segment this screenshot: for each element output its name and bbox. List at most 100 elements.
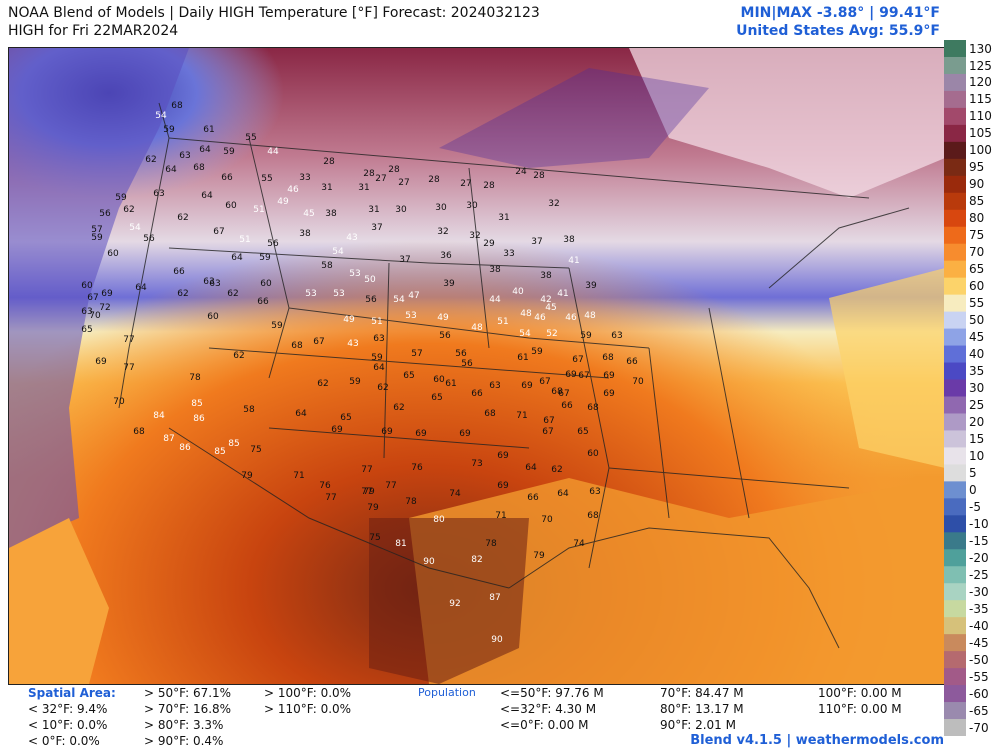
temperature-label: 39: [585, 281, 597, 291]
temperature-label: 56: [267, 239, 279, 249]
temperature-label: 31: [358, 183, 369, 193]
temperature-label: 38: [563, 235, 575, 245]
scale-swatch: [944, 719, 966, 737]
temperature-label: 44: [489, 295, 501, 305]
temperature-label: 71: [495, 511, 506, 521]
scale-tick-label: 85: [969, 194, 985, 209]
temperature-label: 58: [321, 261, 333, 271]
scale-tick-label: 75: [969, 228, 985, 243]
scale-tick-label: -20: [969, 550, 989, 565]
temperature-label: 68: [587, 403, 599, 413]
temperature-label: 59: [580, 331, 592, 341]
scale-tick-label: 125: [969, 58, 992, 73]
scale-tick-label: 95: [969, 160, 985, 175]
spatial-area-label: Spatial Area:: [28, 686, 116, 700]
spatial-stat: > 50°F: 67.1%: [144, 686, 232, 700]
temperature-label: 69: [521, 381, 533, 391]
scale-tick-label: 130: [969, 41, 992, 56]
temperature-label: 60: [225, 201, 237, 211]
temperature-label: 62: [145, 155, 156, 165]
temperature-label: 60: [587, 449, 599, 459]
temperature-label: 69: [603, 371, 615, 381]
temperature-label: 28: [483, 181, 495, 191]
map-title: NOAA Blend of Models | Daily HIGH Temper…: [8, 5, 540, 21]
scale-swatch: [944, 396, 966, 414]
population-stat: 110°F: 0.00 M: [818, 702, 902, 716]
temperature-label: 78: [405, 497, 417, 507]
temperature-label: 33: [503, 249, 514, 259]
temperature-label: 38: [299, 229, 311, 239]
temperature-label: 53: [349, 269, 360, 279]
temperature-label: 69: [101, 289, 113, 299]
temperature-label: 68: [171, 101, 183, 111]
map-canvas: [9, 48, 945, 684]
temperature-label: 59: [259, 253, 271, 263]
temperature-label: 56: [439, 331, 451, 341]
temperature-label: 63: [209, 279, 220, 289]
temperature-label: 32: [548, 199, 559, 209]
scale-tick-label: -25: [969, 567, 989, 582]
temperature-label: 70: [89, 311, 101, 321]
spatial-stat: < 10°F: 0.0%: [28, 718, 108, 732]
temperature-label: 75: [250, 445, 261, 455]
scale-swatch: [944, 447, 966, 465]
temperature-label: 70: [113, 397, 125, 407]
temperature-label: 77: [123, 363, 134, 373]
temperature-label: 76: [411, 463, 423, 473]
temperature-label: 38: [489, 265, 501, 275]
temperature-label: 77: [123, 335, 134, 345]
spatial-stat: > 80°F: 3.3%: [144, 718, 224, 732]
temperature-label: 60: [81, 281, 93, 291]
temperature-label: 64: [557, 489, 569, 499]
scale-swatch: [944, 413, 966, 431]
temperature-label: 59: [91, 233, 103, 243]
temperature-label: 56: [99, 209, 111, 219]
temperature-label: 59: [371, 353, 383, 363]
footer-credit: Blend v4.1.5 | weathermodels.com: [690, 733, 944, 748]
temperature-label: 51: [371, 317, 382, 327]
scale-swatch: [944, 498, 966, 516]
temperature-label: 66: [221, 173, 233, 183]
population-stat: 90°F: 2.01 M: [660, 718, 736, 732]
temperature-label: 62: [227, 289, 238, 299]
temperature-label: 27: [398, 178, 409, 188]
temperature-label: 78: [189, 373, 201, 383]
temperature-label: 53: [333, 289, 344, 299]
scale-tick-label: 105: [969, 126, 992, 141]
temperature-label: 31: [498, 213, 509, 223]
population-label: Population: [418, 686, 476, 699]
temperature-label: 64: [135, 283, 147, 293]
temperature-label: 79: [533, 551, 545, 561]
temperature-label: 48: [584, 311, 596, 321]
temperature-label: 62: [393, 403, 404, 413]
temperature-label: 68: [291, 341, 303, 351]
spatial-stat: < 0°F: 0.0%: [28, 734, 100, 748]
temperature-label: 63: [153, 189, 164, 199]
population-stat: 80°F: 13.17 M: [660, 702, 744, 716]
temperature-label: 56: [143, 234, 155, 244]
temperature-label: 53: [405, 311, 416, 321]
temperature-label: 54: [393, 295, 405, 305]
temperature-label: 30: [435, 203, 447, 213]
temperature-label: 48: [471, 323, 483, 333]
population-stat: <=50°F: 97.76 M: [500, 686, 604, 700]
temperature-label: 29: [483, 239, 495, 249]
population-stat: 70°F: 84.47 M: [660, 686, 744, 700]
temperature-label: 68: [484, 409, 496, 419]
temperature-label: 69: [381, 427, 393, 437]
us-average-readout: United States Avg: 55.9°F: [736, 23, 940, 39]
temperature-label: 69: [497, 451, 509, 461]
scale-swatch: [944, 175, 966, 194]
scale-tick-label: -5: [969, 499, 981, 514]
temperature-label: 76: [319, 481, 331, 491]
scale-tick-label: 110: [969, 109, 992, 124]
scale-swatch: [944, 685, 966, 703]
temperature-label: 68: [587, 511, 599, 521]
temperature-label: 64: [295, 409, 307, 419]
color-scale-swatches: [944, 40, 966, 737]
temperature-label: 63: [373, 334, 384, 344]
scale-tick-label: 55: [969, 296, 985, 311]
temperature-label: 77: [361, 487, 372, 497]
temperature-label: 56: [455, 349, 467, 359]
temperature-label: 28: [363, 169, 375, 179]
